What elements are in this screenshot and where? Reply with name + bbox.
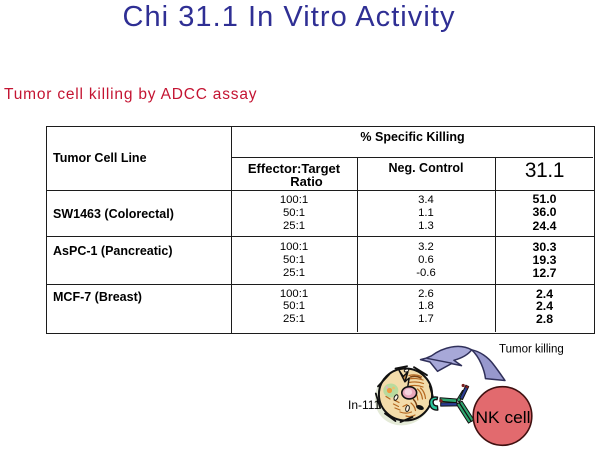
svg-text:Tumor killing: Tumor killing xyxy=(499,344,564,356)
svg-text:NK cell: NK cell xyxy=(476,408,531,427)
svg-text:In-111: In-111 xyxy=(348,398,381,412)
